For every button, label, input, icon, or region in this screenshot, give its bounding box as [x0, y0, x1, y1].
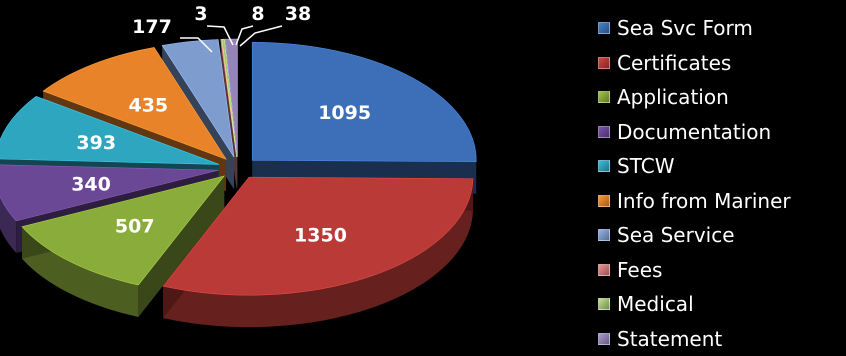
data-label-sea-svc-form: 1095: [318, 102, 371, 124]
legend-label: Sea Svc Form: [617, 16, 753, 40]
legend-swatch: [598, 57, 610, 69]
data-label-application: 507: [115, 216, 155, 238]
data-label-info-from-mariner: 435: [128, 94, 168, 116]
legend-item-statement: Statement: [598, 322, 791, 356]
legend-item-documentation: Documentation: [598, 115, 791, 150]
legend-swatch: [598, 91, 610, 103]
legend-swatch: [598, 229, 610, 241]
legend-swatch: [598, 298, 610, 310]
legend-swatch: [598, 333, 610, 345]
legend-label: Certificates: [617, 51, 731, 75]
legend-item-stcw: STCW: [598, 149, 791, 184]
data-label-documentation: 340: [71, 174, 111, 196]
legend-item-sea-svc-form: Sea Svc Form: [598, 11, 791, 46]
data-label-medical: 8: [251, 3, 264, 25]
legend-label: Info from Mariner: [617, 189, 791, 213]
legend-swatch: [598, 160, 610, 172]
legend-label: STCW: [617, 154, 674, 178]
chart-legend: Sea Svc Form Certificates Application Docum…: [598, 11, 791, 356]
data-label-statement: 38: [285, 3, 311, 25]
legend-item-application: Application: [598, 80, 791, 115]
legend-label: Fees: [617, 258, 662, 282]
legend-label: Sea Service: [617, 223, 735, 247]
legend-item-certificates: Certificates: [598, 46, 791, 81]
legend-item-sea-service: Sea Service: [598, 218, 791, 253]
legend-item-info-from-mariner: Info from Mariner: [598, 184, 791, 219]
legend-swatch: [598, 126, 610, 138]
legend-item-medical: Medical: [598, 287, 791, 322]
data-label-certificates: 1350: [294, 224, 347, 246]
data-label-fees: 3: [194, 3, 207, 25]
legend-label: Medical: [617, 292, 694, 316]
legend-swatch: [598, 22, 610, 34]
legend-swatch: [598, 195, 610, 207]
legend-label: Statement: [617, 327, 722, 351]
data-label-stcw: 393: [76, 132, 116, 154]
legend-label: Documentation: [617, 120, 771, 144]
legend-item-fees: Fees: [598, 253, 791, 288]
data-label-sea-service: 177: [132, 16, 172, 38]
legend-label: Application: [617, 85, 729, 109]
legend-swatch: [598, 264, 610, 276]
